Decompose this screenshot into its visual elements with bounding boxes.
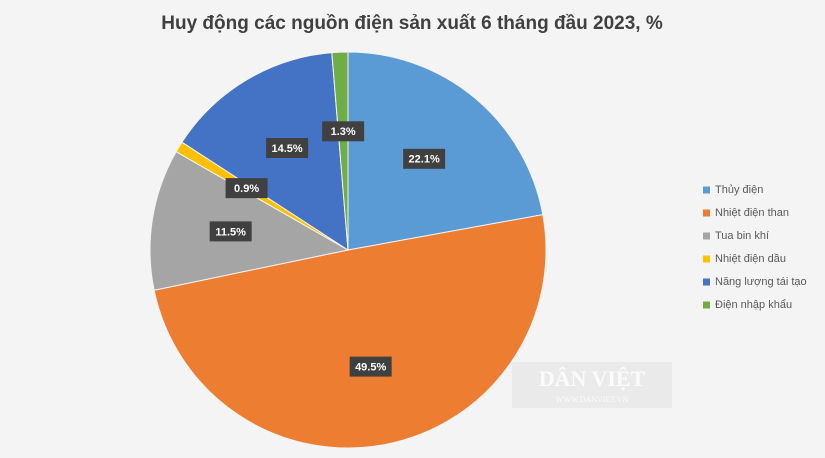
- data-label-text: 14.5%: [271, 143, 302, 155]
- data-label-box: [225, 178, 268, 199]
- legend-label: Điện nhập khẩu: [715, 299, 792, 311]
- legend-swatch: [703, 278, 710, 286]
- legend: Thủy điện Nhiệt điện than Tua bin khí Nhiệt…: [703, 184, 807, 311]
- data-label: 11.5%: [209, 221, 252, 242]
- data-label-box: [403, 148, 446, 169]
- pie-slice: [181, 52, 349, 251]
- data-label: 1.3%: [322, 121, 365, 142]
- data-label-text: 1.3%: [331, 126, 356, 138]
- legend-label: Thủy điện: [715, 184, 763, 196]
- legend-swatch: [703, 301, 710, 309]
- chart-title: Huy động các nguồn điện sản xuất 6 tháng…: [161, 13, 663, 34]
- pie-slice: [347, 51, 544, 251]
- legend-label: Nhiệt điện than: [715, 207, 789, 219]
- data-label-text: 0.9%: [234, 183, 259, 195]
- data-label-text: 49.5%: [355, 362, 386, 374]
- watermark-box: [512, 362, 672, 408]
- legend-swatch: [703, 232, 710, 240]
- data-label-box: [322, 121, 365, 142]
- data-label: 22.1%: [403, 148, 446, 169]
- data-label: 14.5%: [266, 137, 309, 158]
- legend-label: Tua bin khí: [715, 230, 769, 242]
- watermark-url: WWW.DANVIET.VN: [556, 395, 629, 404]
- pie-slice: [149, 151, 350, 291]
- watermark: DÂN VIỆT WWW.DANVIET.VN: [512, 362, 672, 408]
- data-label-box: [209, 221, 252, 242]
- legend-label: Năng lượng tái tạo: [715, 276, 807, 288]
- legend-swatch: [703, 209, 710, 217]
- legend-swatch: [703, 255, 710, 263]
- data-label: 0.9%: [225, 178, 268, 199]
- data-label-text: 22.1%: [409, 154, 440, 166]
- watermark-text: DÂN VIỆT: [539, 366, 646, 391]
- data-label-box: [266, 137, 309, 158]
- data-label: 49.5%: [349, 356, 392, 377]
- data-label-text: 11.5%: [215, 226, 246, 238]
- pie-slice: [153, 214, 547, 449]
- legend-label: Nhiệt điện dầu: [715, 253, 786, 265]
- pie-slice: [331, 51, 349, 251]
- legend-swatch: [703, 186, 710, 194]
- data-label-box: [349, 356, 392, 377]
